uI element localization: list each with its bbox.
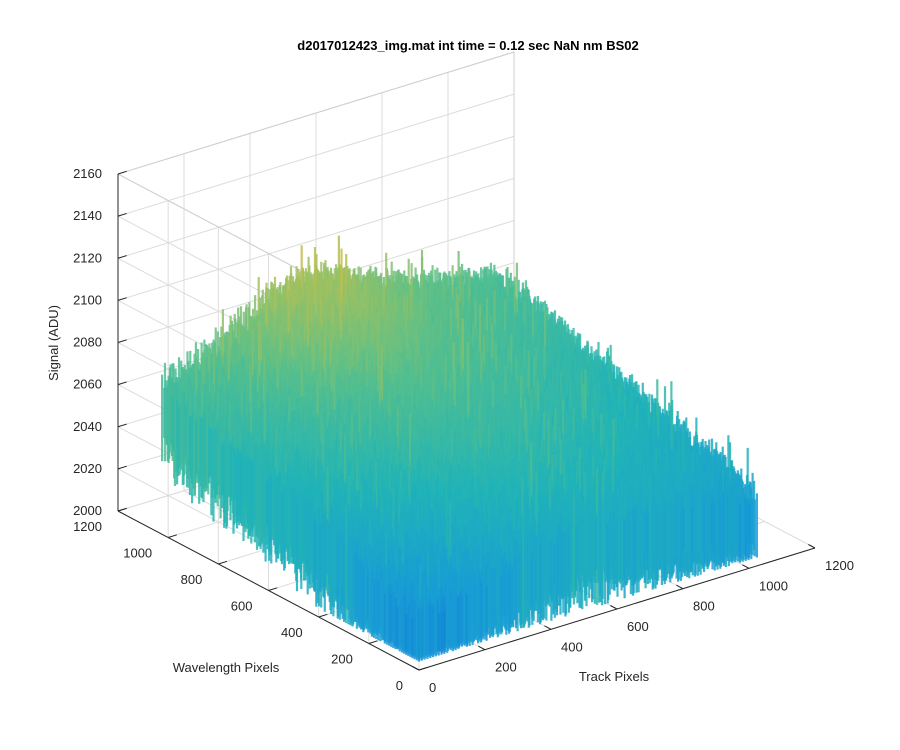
surface-layer bbox=[161, 235, 759, 662]
wall-gridline bbox=[117, 135, 515, 259]
wall-gridline bbox=[117, 93, 515, 217]
box-edge bbox=[117, 51, 515, 175]
wall-gridline bbox=[117, 177, 515, 301]
